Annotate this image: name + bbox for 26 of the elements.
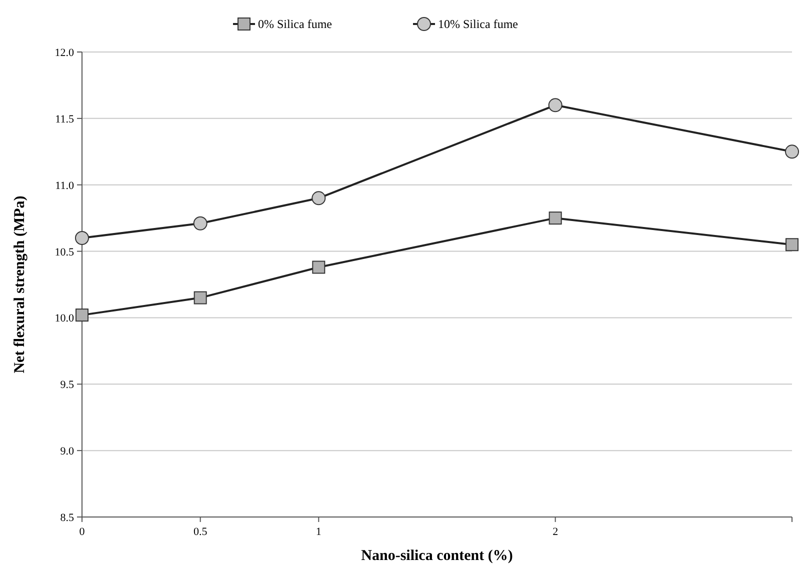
y-tick-label: 12.0 xyxy=(54,47,74,59)
y-tick-label: 10.0 xyxy=(54,312,74,325)
point xyxy=(548,212,562,225)
x-tick-label: 0 xyxy=(79,526,86,538)
y-tick-label: 11.5 xyxy=(55,113,74,126)
y-tick-label: 9.5 xyxy=(60,379,74,392)
y-tick-label: 8.5 xyxy=(60,512,74,524)
y-tick-label: 9.0 xyxy=(60,446,74,458)
point xyxy=(312,260,326,274)
y-tick-label: 10.5 xyxy=(54,246,74,258)
point xyxy=(75,231,89,245)
point xyxy=(76,308,88,322)
x-tick-label: 1 xyxy=(316,526,322,538)
point xyxy=(548,98,562,112)
point xyxy=(785,144,799,159)
legend-label: 10% Silica fume xyxy=(438,17,518,31)
point xyxy=(194,291,207,304)
point xyxy=(786,238,798,252)
y-tick-label: 11.0 xyxy=(55,180,74,192)
legend-label: 0% Silica fume xyxy=(258,17,332,31)
x-tick-label: 0.5 xyxy=(193,526,208,538)
point xyxy=(193,216,208,230)
y-axis-title: Net flexural strength (MPa) xyxy=(12,196,28,374)
x-axis-title: Nano-silica content (%) xyxy=(361,548,513,564)
x-tick-label: 2 xyxy=(552,526,558,538)
point xyxy=(312,191,326,206)
